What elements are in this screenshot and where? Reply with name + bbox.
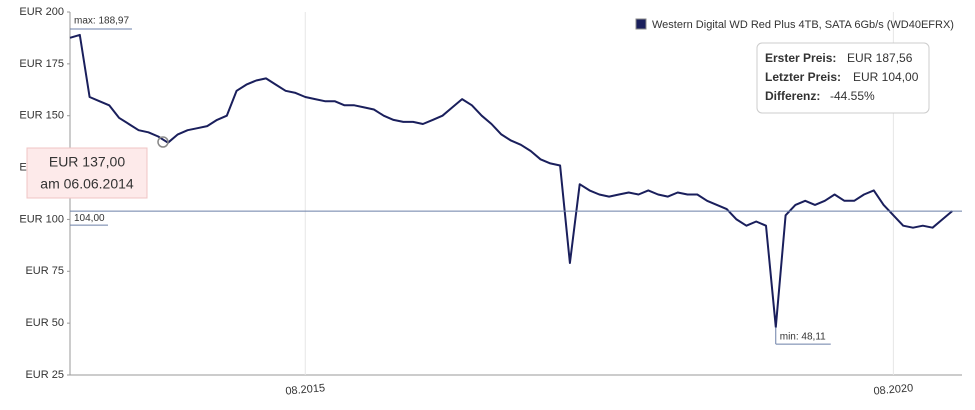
y-tick-label: EUR 100 (19, 213, 64, 225)
tooltip-price: EUR 137,00 (49, 154, 125, 170)
last-label: 104,00 (74, 213, 105, 224)
info-label: Erster Preis: (765, 51, 836, 65)
legend: Western Digital WD Red Plus 4TB, SATA 6G… (635, 18, 954, 31)
min-label: min: 48,11 (780, 332, 826, 343)
legend-label: Western Digital WD Red Plus 4TB, SATA 6G… (652, 19, 954, 31)
info-value: EUR 104,00 (853, 70, 919, 84)
tooltip-date: am 06.06.2014 (40, 176, 134, 192)
y-tick-label: EUR 25 (25, 369, 64, 381)
info-value: EUR 187,56 (847, 51, 913, 65)
y-tick-label: EUR 75 (25, 265, 64, 277)
tooltip-frame (26, 147, 148, 199)
price-line (69, 33, 953, 329)
y-tick-label: EUR 175 (19, 58, 64, 70)
y-tick-label: EUR 200 (19, 6, 64, 18)
info-label: Letzter Preis: (765, 70, 841, 84)
y-tick-label: EUR 150 (19, 110, 64, 122)
y-tick-label: EUR 50 (25, 317, 64, 329)
tooltip: EUR 137,00 am 06.06.2014 (26, 147, 148, 199)
info-label: Differenz: (765, 89, 820, 103)
max-label: max: 188,97 (74, 16, 129, 27)
x-tick-label: 08.2020 (873, 382, 914, 397)
info-box-frame (756, 42, 930, 114)
legend-swatch (635, 18, 647, 30)
info-box: Erster Preis: EUR 187,56 Letzter Preis: … (756, 42, 930, 114)
info-value: -44.55% (830, 89, 875, 103)
x-tick-label: 08.2015 (285, 382, 326, 397)
hover-marker (157, 136, 169, 148)
